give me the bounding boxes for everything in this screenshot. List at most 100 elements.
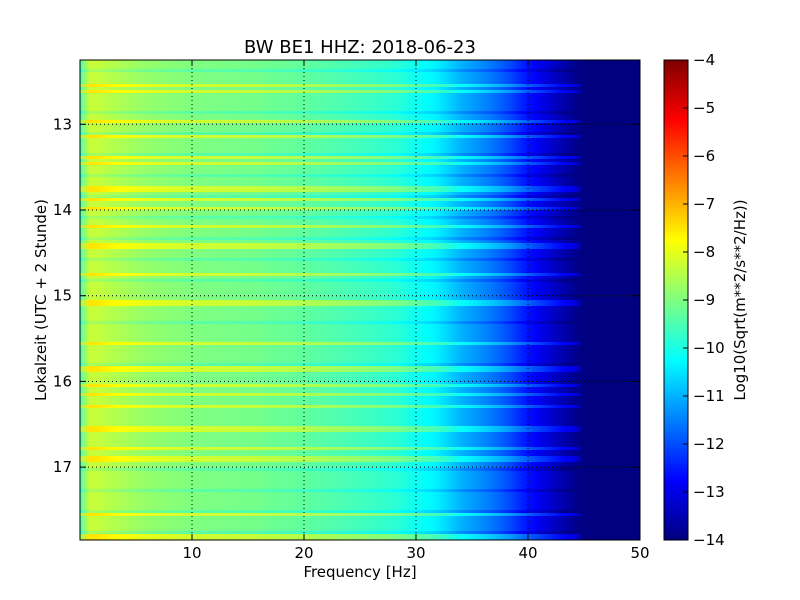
heatmap-row bbox=[80, 309, 640, 313]
heatmap-row bbox=[80, 459, 640, 463]
heatmap-row bbox=[80, 510, 640, 514]
heatmap-row bbox=[80, 198, 640, 202]
colorbar-tick-label: −14 bbox=[693, 531, 725, 549]
heatmap-row bbox=[80, 450, 640, 454]
heatmap-row bbox=[80, 420, 640, 424]
heatmap-row bbox=[80, 522, 640, 526]
heatmap-row bbox=[80, 456, 640, 460]
heatmap-row bbox=[80, 393, 640, 397]
colorbar-tick-label: −11 bbox=[693, 387, 725, 405]
heatmap-row bbox=[80, 231, 640, 235]
heatmap-row bbox=[80, 333, 640, 337]
heatmap-row bbox=[80, 477, 640, 481]
heatmap-row bbox=[80, 447, 640, 451]
heatmap-row bbox=[80, 141, 640, 145]
heatmap-row bbox=[80, 387, 640, 391]
heatmap-row bbox=[80, 234, 640, 238]
heatmap-row bbox=[80, 105, 640, 109]
heatmap-row bbox=[80, 402, 640, 406]
heatmap-row bbox=[80, 513, 640, 517]
heatmap-row bbox=[80, 153, 640, 157]
colorbar-tick-label: −6 bbox=[693, 147, 715, 165]
heatmap-row bbox=[80, 411, 640, 415]
heatmap-row bbox=[80, 270, 640, 274]
heatmap-row bbox=[80, 342, 640, 346]
y-tick-label: 17 bbox=[53, 458, 72, 476]
heatmap-row bbox=[80, 114, 640, 118]
heatmap-row bbox=[80, 96, 640, 100]
heatmap-row bbox=[80, 303, 640, 307]
heatmap-row bbox=[80, 111, 640, 115]
heatmap-row bbox=[80, 93, 640, 97]
heatmap-row bbox=[80, 90, 640, 94]
heatmap-row bbox=[80, 276, 640, 280]
heatmap-row bbox=[80, 495, 640, 499]
heatmap-row bbox=[80, 273, 640, 277]
heatmap-row bbox=[80, 126, 640, 130]
heatmap-row bbox=[80, 261, 640, 265]
heatmap-row bbox=[80, 468, 640, 472]
heatmap-row bbox=[80, 480, 640, 484]
heatmap-row bbox=[80, 228, 640, 232]
heatmap-row bbox=[80, 399, 640, 403]
heatmap-row bbox=[80, 441, 640, 445]
heatmap-row bbox=[80, 519, 640, 523]
heatmap-row bbox=[80, 132, 640, 136]
heatmap-row bbox=[80, 378, 640, 382]
heatmap-row bbox=[80, 108, 640, 112]
heatmap-row bbox=[80, 516, 640, 520]
heatmap-row bbox=[80, 171, 640, 175]
heatmap-row bbox=[80, 162, 640, 166]
heatmap-row bbox=[80, 72, 640, 76]
heatmap-row bbox=[80, 180, 640, 184]
heatmap-row bbox=[80, 492, 640, 496]
heatmap-row bbox=[80, 267, 640, 271]
heatmap-row bbox=[80, 87, 640, 91]
heatmap-row bbox=[80, 183, 640, 187]
heatmap-row bbox=[80, 489, 640, 493]
chart-title: BW BE1 HHZ: 2018-06-23 bbox=[244, 37, 476, 58]
heatmap-row bbox=[80, 435, 640, 439]
heatmap-row bbox=[80, 321, 640, 325]
heatmap-row bbox=[80, 63, 640, 67]
heatmap-row bbox=[80, 78, 640, 82]
heatmap-row bbox=[80, 174, 640, 178]
heatmap-row bbox=[80, 315, 640, 319]
heatmap-row bbox=[80, 102, 640, 106]
heatmap-row bbox=[80, 534, 640, 538]
heatmap-row bbox=[80, 120, 640, 124]
heatmap-row bbox=[80, 213, 640, 217]
heatmap-row bbox=[80, 531, 640, 535]
heatmap-row bbox=[80, 66, 640, 70]
heatmap-row bbox=[80, 255, 640, 259]
plot-area bbox=[79, 59, 641, 541]
heatmap-row bbox=[80, 318, 640, 322]
heatmap-row bbox=[80, 207, 640, 211]
heatmap-row bbox=[80, 444, 640, 448]
heatmap-row bbox=[80, 225, 640, 229]
heatmap-row bbox=[80, 129, 640, 133]
y-tick-label: 15 bbox=[53, 287, 72, 305]
heatmap-row bbox=[80, 453, 640, 457]
heatmap-row bbox=[80, 243, 640, 247]
heatmap-row bbox=[80, 537, 640, 541]
heatmap-row bbox=[80, 312, 640, 316]
y-axis-ticks: 13 14 15 16 17 bbox=[53, 115, 640, 476]
heatmap-row bbox=[80, 414, 640, 418]
heatmap-row bbox=[80, 486, 640, 490]
colorbar: −14 −13 −12 −11 −10 −9 −8 −7 −6 −5 −4 Log10(Sqrt(m… bbox=[663, 51, 749, 549]
heatmap-row bbox=[80, 525, 640, 529]
heatmap-row bbox=[80, 360, 640, 364]
colorbar-tick-label: −7 bbox=[693, 195, 715, 213]
heatmap-row bbox=[80, 282, 640, 286]
heatmap-row bbox=[80, 165, 640, 169]
heatmap-row bbox=[80, 177, 640, 181]
heatmap-row bbox=[80, 60, 640, 64]
plot-frame bbox=[79, 59, 641, 541]
heatmap-row bbox=[80, 285, 640, 289]
heatmap-row bbox=[80, 369, 640, 373]
x-tick-label: 30 bbox=[406, 544, 425, 562]
heatmap-row bbox=[80, 366, 640, 370]
colorbar-tick-label: −13 bbox=[693, 483, 725, 501]
heatmap-row bbox=[80, 240, 640, 244]
